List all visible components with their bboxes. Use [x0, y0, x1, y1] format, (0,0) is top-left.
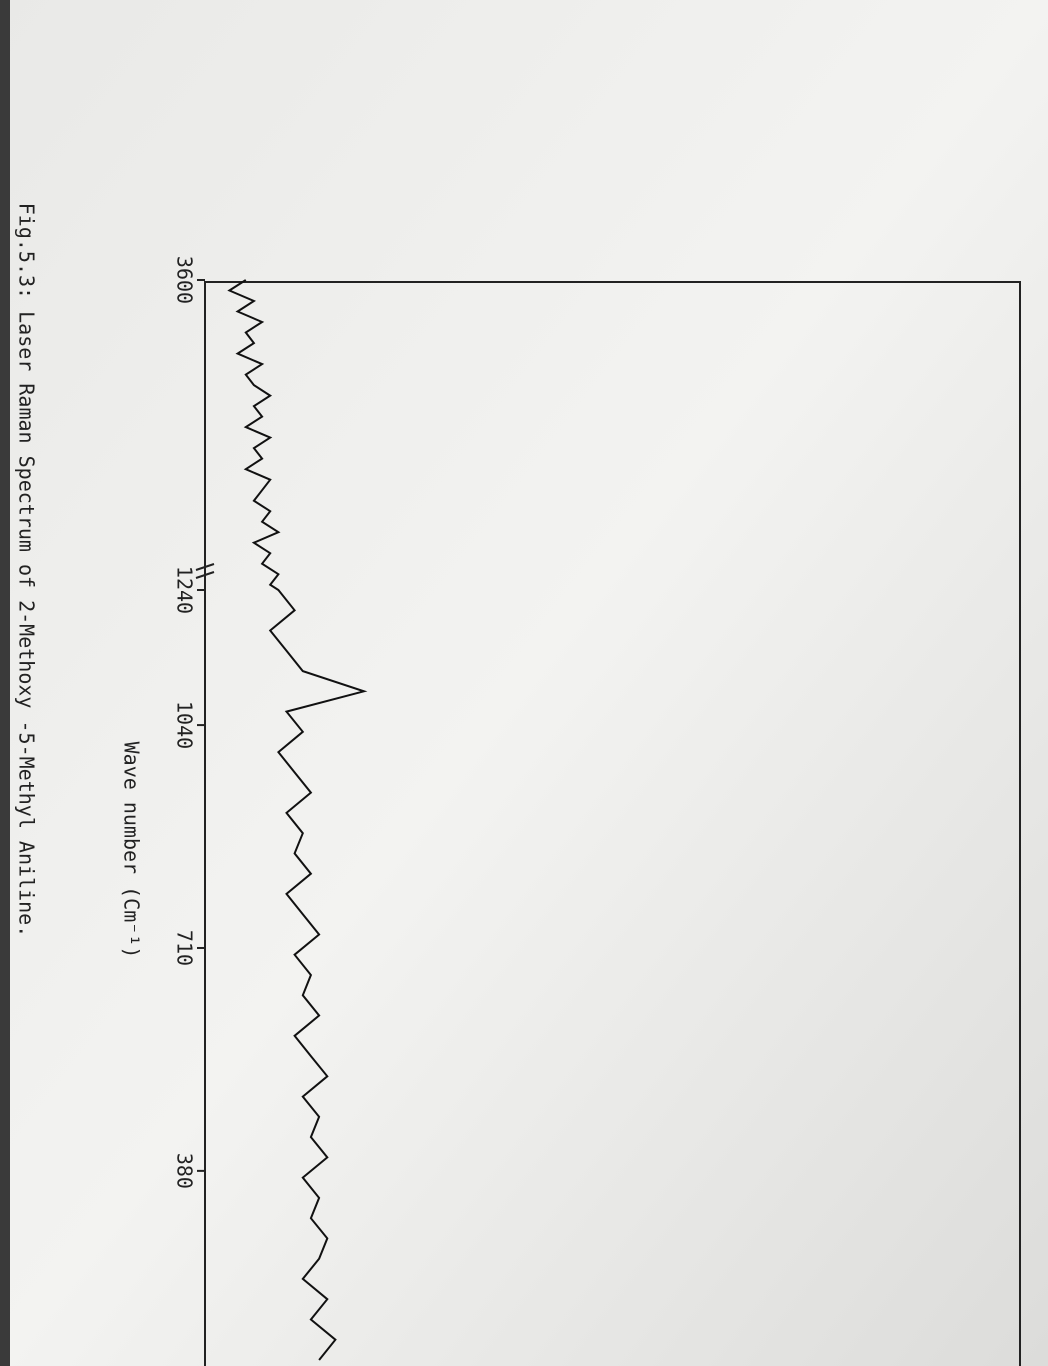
- x-tick-label: 1040: [173, 701, 197, 749]
- x-tick-label: 3600: [173, 256, 197, 304]
- chart: Fig.5.3: Laser Raman Spectrum of 2-Metho…: [0, 0, 1048, 1366]
- x-tick-label: 1240: [173, 566, 197, 614]
- page: Fig.5.3: Laser Raman Spectrum of 2-Metho…: [0, 0, 1048, 1366]
- page-edge: [0, 0, 10, 1366]
- x-tick-label: 380: [173, 1153, 197, 1189]
- x-tick-label: 710: [173, 930, 197, 966]
- x-axis-label: Wave number (Cm⁻¹): [120, 742, 144, 959]
- figure-caption: Fig.5.3: Laser Raman Spectrum of 2-Metho…: [15, 203, 39, 938]
- paper: [0, 0, 1048, 1366]
